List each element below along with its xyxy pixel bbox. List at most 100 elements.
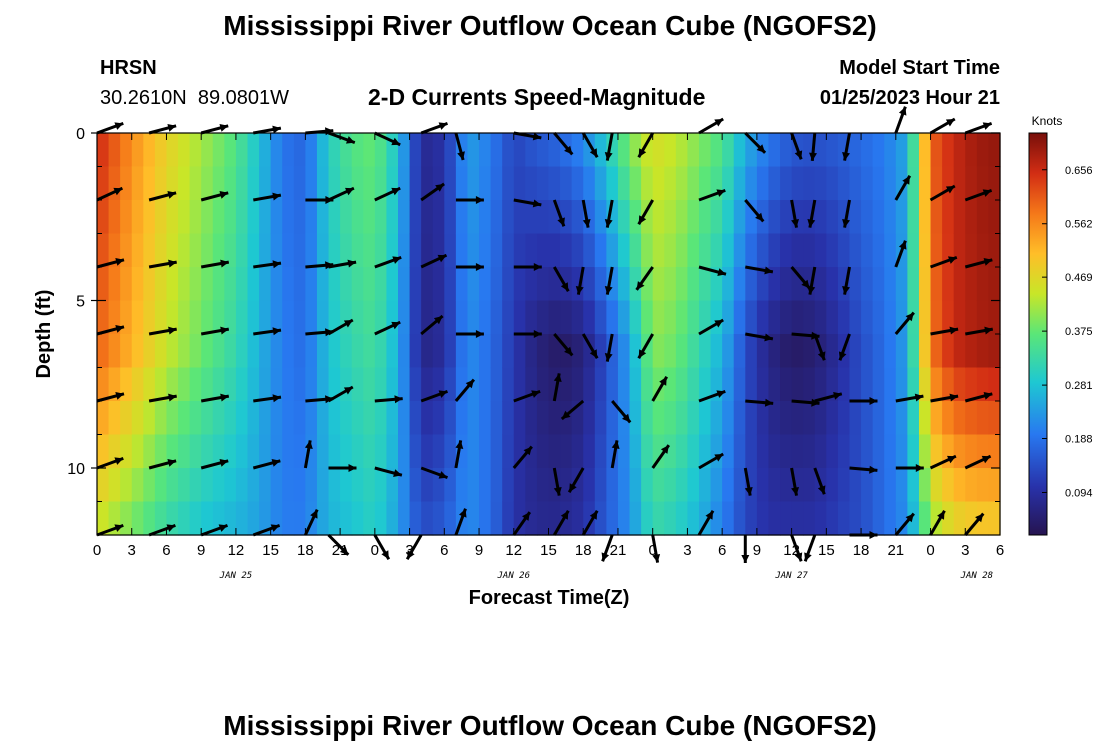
heatmap-cell [583, 468, 596, 503]
heatmap-cell [386, 267, 399, 302]
heatmap-cell [583, 367, 596, 402]
x-date-label: JAN 25 [219, 571, 253, 581]
current-arrow [790, 132, 803, 160]
heatmap-cell [965, 133, 978, 168]
arrow-head [391, 137, 401, 146]
heatmap-cell [803, 367, 816, 402]
heatmap-cell [872, 267, 885, 302]
heatmap-cell [826, 133, 839, 168]
arrow-head [115, 258, 124, 266]
heatmap-cell [629, 233, 642, 268]
heatmap-cell [756, 300, 770, 335]
heatmap-cell [108, 267, 121, 302]
heatmap-cell [606, 300, 619, 335]
current-arrow [964, 512, 985, 536]
current-arrow [741, 535, 750, 563]
heatmap-cell [444, 468, 457, 503]
heatmap-cell [594, 401, 607, 436]
heatmap-cell [189, 133, 202, 168]
heatmap-cell [398, 401, 411, 436]
heatmap-cell [942, 200, 955, 235]
heatmap-cell [641, 401, 654, 436]
current-arrow [964, 454, 992, 470]
heatmap-cell [525, 501, 538, 536]
heatmap-cell [641, 334, 654, 369]
current-arrow [601, 534, 614, 562]
heatmap-cell [652, 434, 665, 469]
current-arrow [420, 314, 444, 336]
heatmap-cell [687, 367, 700, 402]
arrow-head [475, 196, 484, 204]
heatmap-cell [189, 468, 202, 503]
heatmap-cell [571, 434, 584, 469]
heatmap-cell [849, 401, 862, 436]
heatmap-cell [282, 334, 295, 369]
heatmap-cell [235, 434, 249, 469]
heatmap-cell [409, 334, 422, 369]
heatmap-cell [421, 334, 434, 369]
heatmap-cell [664, 233, 677, 268]
heatmap-cell [409, 166, 422, 201]
heatmap-cell [178, 468, 191, 503]
current-arrow [200, 124, 229, 135]
current-arrow [513, 263, 542, 271]
heatmap-cell [652, 267, 665, 302]
current-arrow [455, 330, 484, 338]
current-arrow [895, 464, 924, 472]
heatmap-cell [837, 401, 851, 436]
arrow-head [433, 316, 443, 325]
arrow-head [764, 398, 774, 407]
heatmap-cell [282, 468, 295, 503]
heatmap-cell [409, 233, 422, 268]
heatmap-cell [224, 367, 237, 402]
heatmap-cell [861, 300, 874, 335]
heatmap-cell [617, 501, 631, 536]
heatmap-cell [571, 133, 584, 168]
arrow-head [589, 510, 598, 520]
heatmap-cell [641, 200, 654, 235]
heatmap-cell [675, 166, 689, 201]
arrow-head [744, 487, 753, 496]
heatmap-cell [525, 434, 538, 469]
heatmap-cell [293, 434, 306, 469]
heatmap-cell [976, 434, 990, 469]
heatmap-cell [803, 300, 816, 335]
heatmap-cell [548, 501, 561, 536]
heatmap-cell [884, 200, 897, 235]
heatmap-cell [143, 300, 156, 335]
heatmap-cell [826, 166, 839, 201]
current-arrow [698, 117, 724, 135]
heatmap-cell [432, 166, 445, 201]
heatmap-cell [305, 166, 318, 201]
heatmap-cell [548, 434, 561, 469]
heatmap-cell [154, 200, 168, 235]
x-tick-label: 6 [718, 542, 726, 559]
heatmap-cell [918, 166, 932, 201]
current-arrow [813, 467, 826, 495]
heatmap-cell [965, 334, 978, 369]
heatmap-cell [178, 401, 191, 436]
heatmap-cell [293, 133, 306, 168]
heatmap-cell [872, 501, 885, 536]
heatmap-cell [768, 133, 781, 168]
heatmap-cell [479, 434, 492, 469]
chart-title: Mississippi River Outflow Ocean Cube (NG… [223, 10, 877, 41]
heatmap-cell [780, 367, 793, 402]
current-arrow [745, 398, 774, 407]
heatmap-cell [293, 401, 306, 436]
heatmap-cell [189, 267, 202, 302]
heatmap-cell [988, 267, 1001, 302]
current-arrow [420, 182, 445, 202]
heatmap-cell [328, 233, 341, 268]
heatmap-cell [201, 334, 214, 369]
heatmap-cell [490, 200, 503, 235]
heatmap-cell [479, 267, 492, 302]
arrow-head [272, 125, 281, 134]
heatmap-cell [780, 166, 793, 201]
heatmap-cell [479, 133, 492, 168]
arrow-head [272, 192, 281, 201]
heatmap-cell [536, 267, 550, 302]
heatmap-cell [467, 501, 480, 536]
heatmap-cell [849, 468, 862, 503]
arrow-head [271, 459, 281, 467]
